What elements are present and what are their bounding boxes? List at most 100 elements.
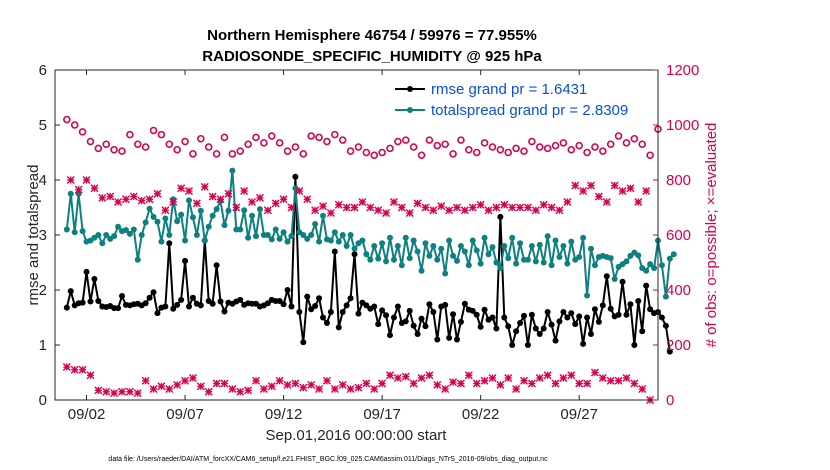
x-tick-label: 09/27 (560, 406, 598, 423)
obs-evaluated-marker (86, 371, 95, 380)
obs-possible-marker (386, 144, 394, 153)
data-point (560, 309, 567, 315)
obs-evaluated-marker (208, 192, 217, 201)
y-right-tick-label: 600 (666, 227, 691, 244)
data-point (256, 206, 263, 213)
data-point (284, 238, 291, 245)
obs-evaluated-marker (429, 206, 438, 215)
data-point (182, 237, 189, 244)
obs-evaluated-marker (200, 182, 209, 191)
obs-evaluated-marker (303, 195, 312, 204)
data-point (595, 318, 602, 325)
data-point (434, 256, 441, 263)
x-tick-label: 09/07 (166, 406, 204, 423)
data-point (564, 314, 571, 321)
y-right-tick-label: 800 (666, 172, 691, 189)
obs-evaluated-marker (464, 371, 473, 380)
obs-evaluated-marker (145, 195, 154, 204)
y-axis-left-label: rmse and totalspread (25, 165, 42, 306)
obs-evaluated-marker (488, 374, 497, 382)
data-point (335, 324, 342, 331)
obs-evaluated-marker (413, 199, 422, 208)
legend-rmse-label: rmse grand pr = 1.6431 (431, 81, 587, 98)
obs-evaluated-marker (476, 200, 485, 209)
obs-evaluated-marker (330, 385, 339, 393)
obs-evaluated-marker (378, 379, 387, 388)
obs-evaluated-marker (291, 379, 300, 388)
data-point (402, 318, 409, 325)
data-point (363, 251, 370, 258)
obs-evaluated-marker (445, 206, 454, 215)
obs-evaluated-marker (232, 203, 241, 212)
data-point (205, 223, 212, 230)
x-tick-label: 09/22 (462, 406, 500, 423)
data-point (607, 305, 614, 312)
data-point (521, 312, 527, 319)
data-point (394, 303, 401, 310)
y-right-tick-label: 200 (666, 337, 691, 354)
obs-evaluated-marker (98, 193, 107, 202)
obs-possible-marker (283, 147, 292, 155)
data-point (430, 309, 437, 315)
data-point (186, 197, 192, 204)
obs-evaluated-marker (393, 374, 402, 382)
obs-evaluated-marker (279, 195, 288, 204)
y-left-tick-label: 5 (39, 117, 47, 134)
data-point (197, 207, 204, 214)
obs-evaluated-marker (594, 192, 603, 201)
data-point (635, 252, 642, 259)
obs-evaluated-marker (236, 387, 245, 396)
y-axis-right: 0 200 400 600 800 1000 1200 (653, 62, 699, 409)
obs-possible-marker (244, 140, 252, 149)
obs-evaluated-marker (389, 198, 398, 206)
obs-possible-marker (118, 147, 126, 155)
data-point (268, 236, 275, 243)
obs-possible-marker (78, 128, 87, 136)
data-point (178, 211, 185, 218)
data-point (662, 293, 669, 300)
data-point (485, 251, 492, 258)
obs-possible-marker (291, 143, 300, 151)
data-point (209, 212, 216, 219)
obs-evaluated-marker (382, 209, 391, 217)
obs-evaluated-marker (342, 203, 351, 212)
obs-possible-marker (378, 148, 386, 157)
data-point (418, 267, 425, 274)
obs-evaluated-marker (374, 206, 383, 215)
data-point (619, 278, 626, 285)
data-point (221, 308, 228, 315)
data-point (174, 218, 181, 225)
data-point (481, 234, 488, 241)
chart-title-line-1: Northern Hemisphere 46754 / 59976 = 77.9… (207, 27, 537, 44)
data-point (623, 258, 630, 265)
obs-possible-marker (599, 147, 607, 155)
obs-evaluated-marker (307, 380, 316, 389)
data-point (584, 292, 591, 299)
data-point (363, 302, 370, 309)
data-point (375, 255, 382, 262)
obs-evaluated-marker (626, 184, 635, 193)
data-point (347, 232, 354, 238)
data-point (509, 234, 516, 241)
data-point (264, 300, 271, 307)
data-point (410, 237, 417, 244)
data-point (446, 334, 453, 341)
data-point (450, 311, 457, 318)
obs-evaluated-marker (492, 203, 501, 212)
data-point (154, 218, 161, 225)
obs-evaluated-marker (106, 192, 115, 201)
data-point (481, 306, 488, 313)
data-point (461, 300, 468, 307)
data-point (115, 305, 122, 312)
data-point (540, 259, 547, 266)
data-point (138, 232, 145, 238)
obs-possible-marker (504, 148, 513, 157)
data-point (170, 305, 177, 312)
obs-evaluated-marker (244, 386, 253, 395)
obs-possible-marker (401, 136, 410, 144)
obs-possible-marker (70, 121, 79, 129)
obs-evaluated-marker (622, 374, 631, 382)
data-point (473, 247, 480, 254)
series-layer (62, 115, 677, 404)
